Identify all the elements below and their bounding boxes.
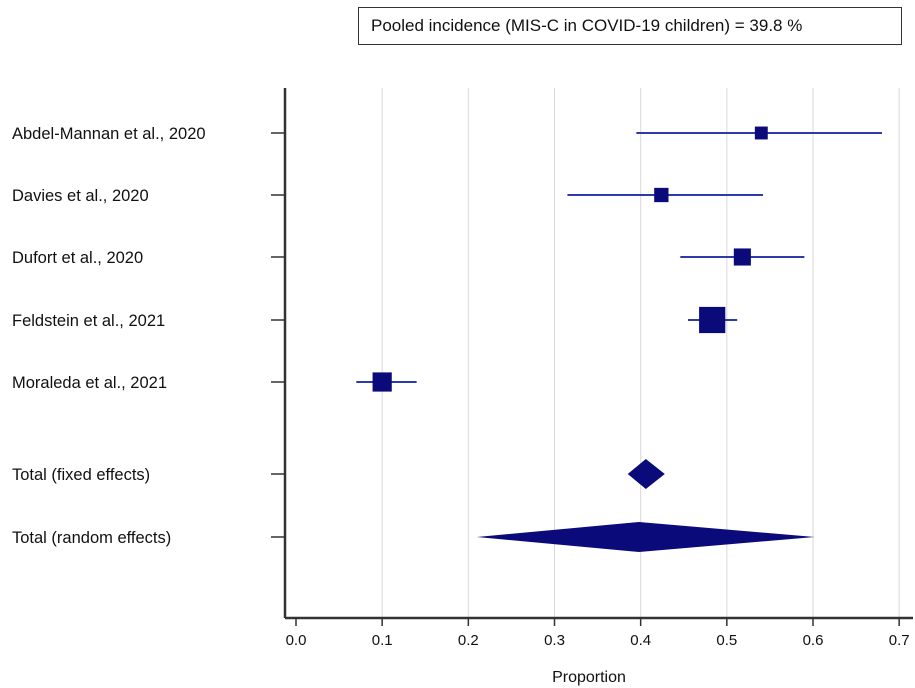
x-tick-label-0.4: 0.4	[630, 632, 651, 649]
study-marker	[372, 372, 392, 392]
study-marker	[699, 306, 726, 334]
fixed-effects-diamond	[627, 459, 665, 489]
study-label: Moraleda et al., 2021	[12, 374, 167, 392]
total-label: Total (fixed effects)	[12, 466, 150, 484]
total-label: Total (random effects)	[12, 529, 171, 547]
x-tick-label-0.5: 0.5	[716, 632, 737, 649]
random-effects-diamond	[476, 522, 815, 552]
x-tick-label-0.1: 0.1	[372, 632, 393, 649]
study-label: Feldstein et al., 2021	[12, 312, 165, 330]
x-tick-label-0.0: 0.0	[286, 632, 307, 649]
x-tick-label-0.6: 0.6	[803, 632, 824, 649]
study-label: Dufort et al., 2020	[12, 249, 143, 267]
study-label: Abdel-Mannan et al., 2020	[12, 125, 206, 143]
x-axis-title: Proportion	[552, 669, 626, 686]
x-tick-label-0.2: 0.2	[458, 632, 479, 649]
study-marker	[754, 126, 768, 140]
x-tick-label-0.7: 0.7	[889, 632, 910, 649]
study-label: Davies et al., 2020	[12, 187, 149, 205]
pooled-incidence-text: Pooled incidence (MIS-C in COVID-19 chil…	[371, 16, 803, 35]
pooled-incidence-legend: Pooled incidence (MIS-C in COVID-19 chil…	[358, 7, 902, 45]
study-marker	[654, 187, 669, 203]
x-tick-label-0.3: 0.3	[544, 632, 565, 649]
study-marker	[733, 248, 751, 266]
